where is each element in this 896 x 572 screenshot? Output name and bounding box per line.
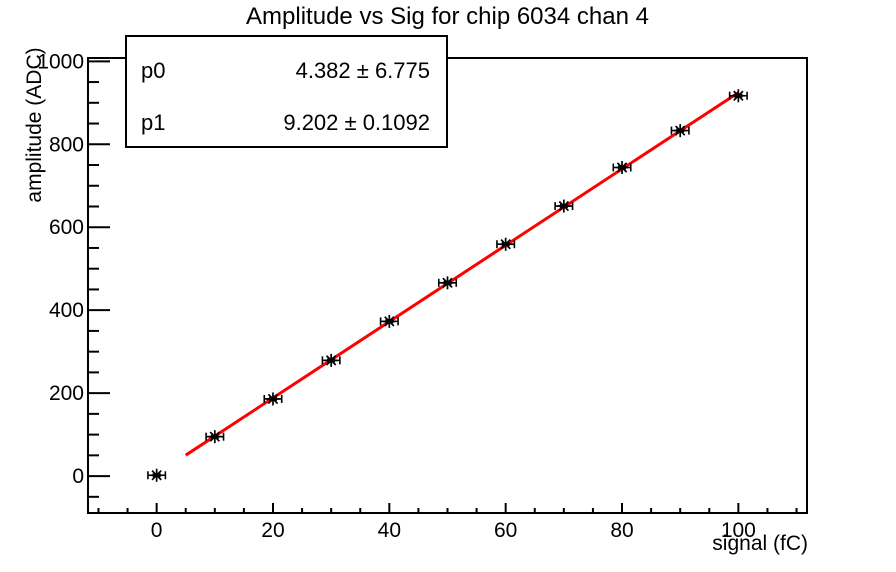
fit-stats-box: p0 4.382 ± 6.775 p1 9.202 ± 0.1092 <box>125 35 448 148</box>
data-point <box>437 276 458 290</box>
plot-title: Amplitude vs Sig for chip 6034 chan 4 <box>246 3 649 30</box>
tick-label: 20 <box>261 519 284 542</box>
tick-label: 200 <box>49 382 84 405</box>
data-point <box>496 237 516 251</box>
tick-label: 1000 <box>37 50 84 73</box>
data-point <box>554 199 574 213</box>
tick-label: 400 <box>49 299 84 322</box>
y-axis: 0 200 400 600 800 1000 <box>37 50 110 498</box>
tick-label: 0 <box>151 519 163 542</box>
stats-p0-value: 4.382 ± 6.775 <box>295 58 430 83</box>
stats-p1-name: p1 <box>141 110 166 135</box>
data-point <box>612 160 632 174</box>
y-axis-title: amplitude (ADC) <box>23 47 46 203</box>
data-point <box>263 392 283 406</box>
x-axis: 0 20 40 60 80 100 <box>97 503 798 542</box>
data-point <box>321 353 341 367</box>
data-point <box>205 430 225 444</box>
tick-label: 100 <box>721 519 756 542</box>
data-points <box>147 89 748 482</box>
data-point <box>728 89 748 103</box>
data-point <box>670 124 690 138</box>
tick-label: 60 <box>494 519 517 542</box>
stats-row-p0: p0 4.382 ± 6.775 <box>127 45 446 97</box>
tick-label: 0 <box>72 465 84 488</box>
stats-p0-name: p0 <box>141 58 166 83</box>
tick-label: 800 <box>49 133 84 156</box>
tick-label: 80 <box>610 519 633 542</box>
data-point <box>379 314 399 328</box>
tick-label: 600 <box>49 216 84 239</box>
stats-row-p1: p1 9.202 ± 0.1092 <box>127 97 446 149</box>
x-axis-title: signal (fC) <box>712 532 808 555</box>
tick-label: 40 <box>378 519 401 542</box>
stats-p1-value: 9.202 ± 0.1092 <box>283 110 430 135</box>
data-point <box>147 468 167 482</box>
